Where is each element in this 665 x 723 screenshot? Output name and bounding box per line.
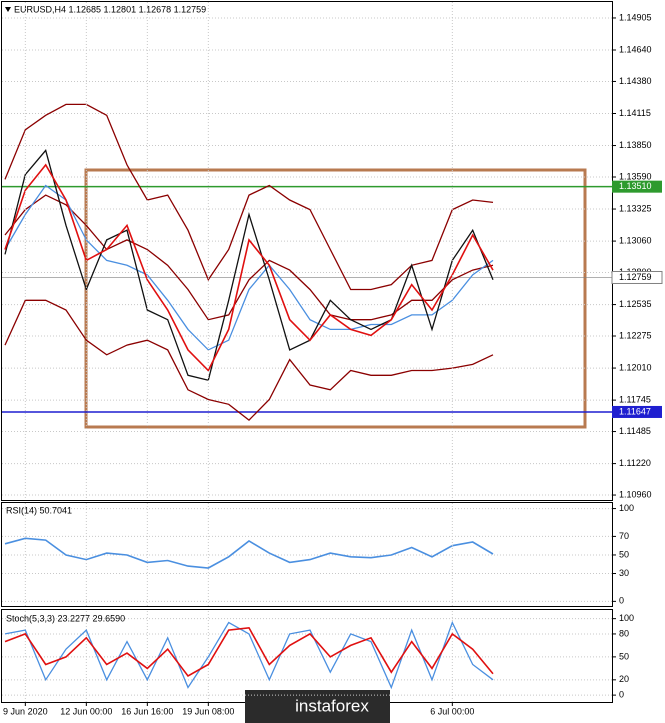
y-tick-label: 1.13060 <box>619 235 652 245</box>
panel-title: EURUSD,H4 1.12685 1.12801 1.12678 1.1275… <box>14 4 206 14</box>
y-tick-label: 1.11745 <box>619 394 651 404</box>
title-marker <box>5 7 11 12</box>
y-tick-label: 1.14905 <box>619 12 652 22</box>
y-tick-label: 1.11220 <box>619 458 651 468</box>
main-panel-frame <box>1 1 613 501</box>
y-tick-label: 0 <box>619 689 624 699</box>
panel-title: Stoch(5,3,3) 23.2277 29.6590 <box>6 613 125 623</box>
series-line <box>4 299 494 421</box>
x-tick-label: 9 Jun 2020 <box>3 706 48 716</box>
x-tick-label: 19 Jun 08:00 <box>182 706 234 716</box>
series-line <box>4 537 494 569</box>
y-tick-label: 1.12535 <box>619 299 652 309</box>
y-tick-label: 80 <box>619 628 629 638</box>
y-tick-label: 1.13850 <box>619 140 652 150</box>
range-box <box>84 168 587 429</box>
y-tick-label: 1.14115 <box>619 108 651 118</box>
y-tick-label: 1.11485 <box>619 426 651 436</box>
x-tick-label: 16 Jun 16:00 <box>121 706 173 716</box>
y-tick-label: 20 <box>619 674 629 684</box>
price-label-box <box>611 270 663 284</box>
series-line <box>4 194 494 321</box>
y-tick-label: 70 <box>619 531 629 541</box>
level-label: 1.11647 <box>619 406 651 416</box>
x-tick-label: 6 Jul 00:00 <box>430 706 474 716</box>
y-tick-label: 1.10960 <box>619 489 652 499</box>
level-label-box <box>612 180 662 193</box>
y-tick-label: 100 <box>619 613 634 623</box>
y-tick-label: 100 <box>619 503 634 513</box>
series-line <box>4 626 494 678</box>
x-tick-label: 12 Jun 00:00 <box>60 706 112 716</box>
series-line <box>4 149 494 381</box>
y-tick-label: 1.14640 <box>619 44 652 54</box>
watermark: instaforex <box>295 696 369 715</box>
y-tick-label: 50 <box>619 651 629 661</box>
series-line <box>4 620 494 690</box>
price-label: 1.12759 <box>619 272 652 282</box>
y-tick-label: 0 <box>619 596 624 606</box>
level-label-box <box>612 405 662 418</box>
y-tick-label: 1.13325 <box>619 203 652 213</box>
y-tick-label: 1.14380 <box>619 76 652 86</box>
y-tick-label: 1.12010 <box>619 362 652 372</box>
y-tick-label: 50 <box>619 549 629 559</box>
y-tick-label: 30 <box>619 568 629 578</box>
panel-title: RSI(14) 50.7041 <box>6 505 72 515</box>
level-label: 1.13510 <box>619 181 652 191</box>
y-tick-label: 1.12275 <box>619 330 652 340</box>
y-tick-label: 1.13590 <box>619 171 652 181</box>
